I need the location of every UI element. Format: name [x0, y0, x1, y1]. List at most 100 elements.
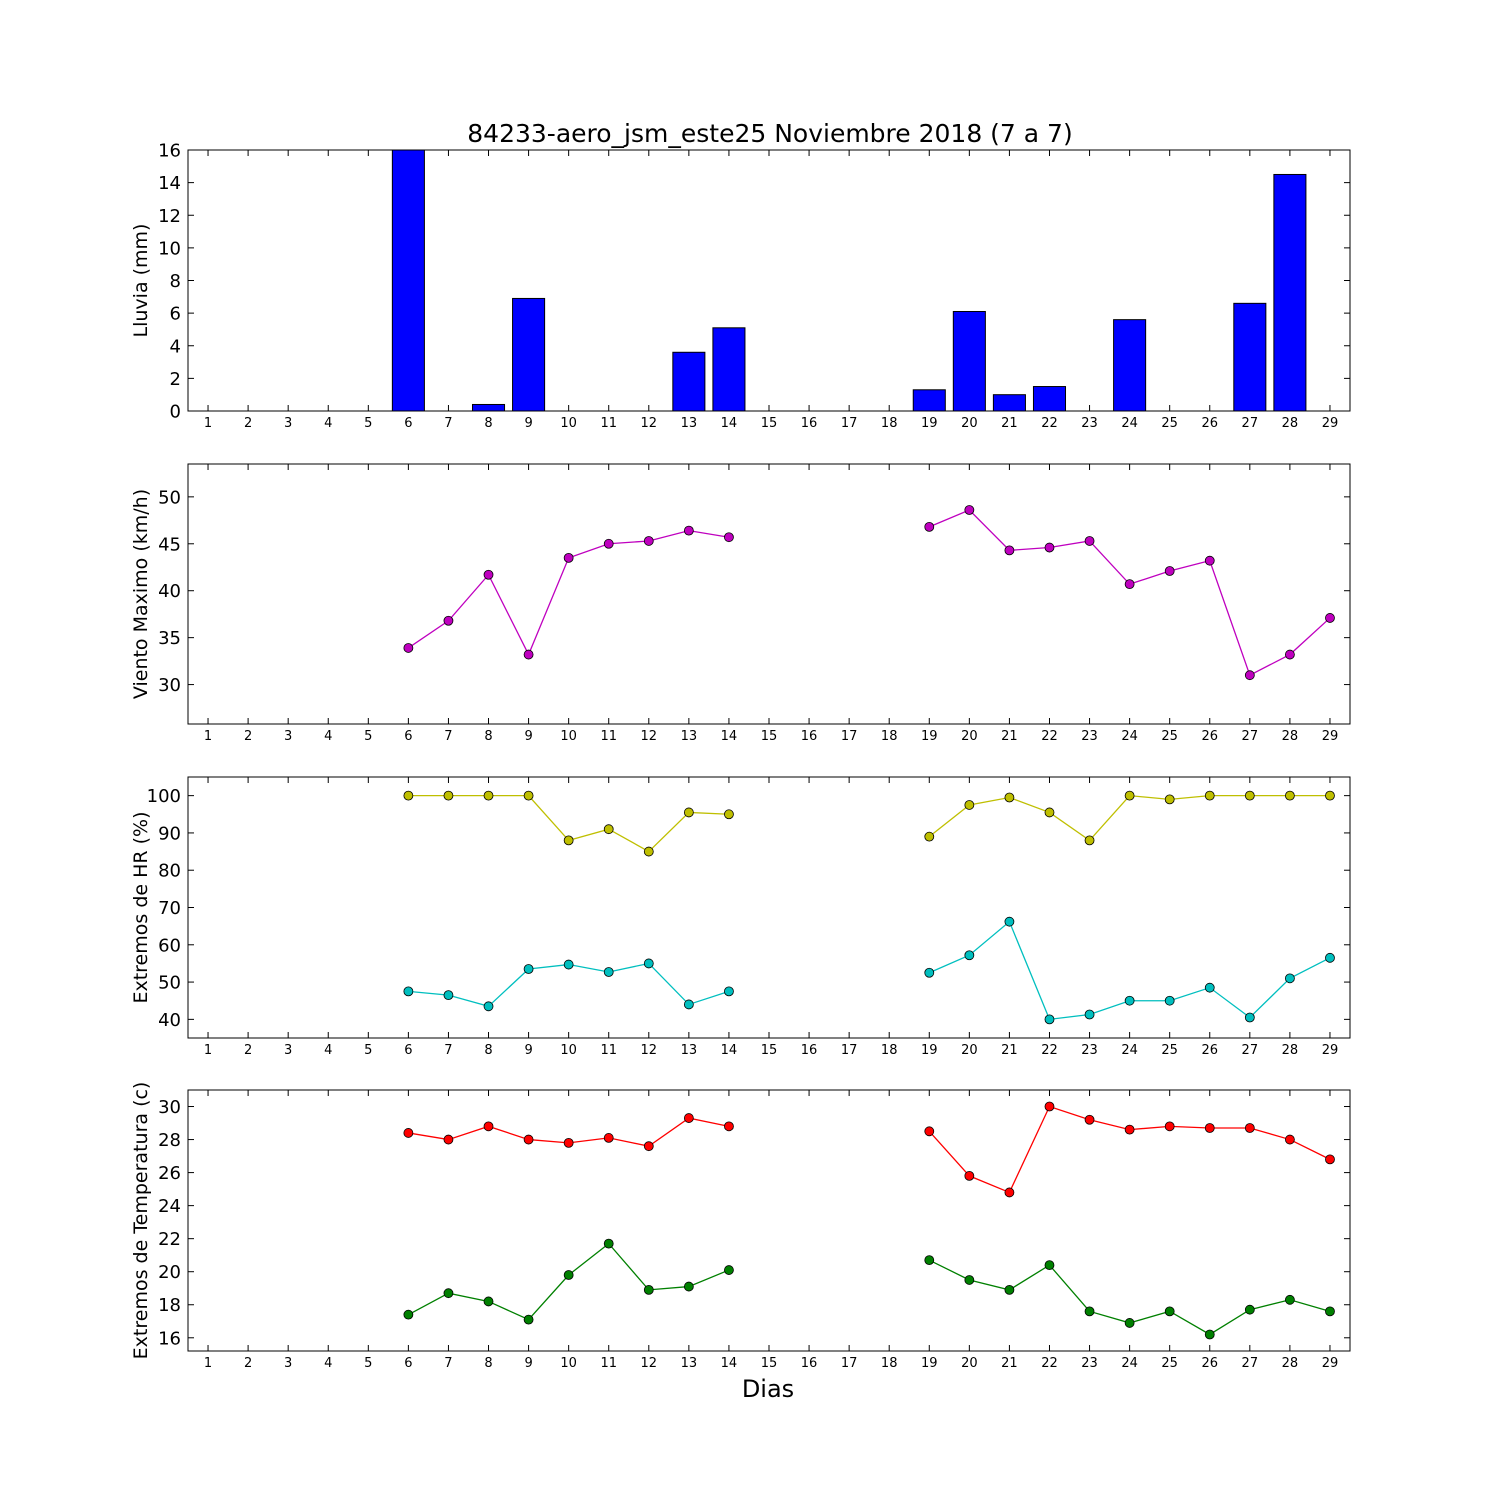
x-tick-label: 18 [881, 729, 898, 744]
x-tick-label: 23 [1081, 729, 1098, 744]
x-tick-label: 4 [324, 1356, 332, 1371]
point-hr-2-day-12 [643, 958, 654, 969]
x-tick-label: 19 [921, 1043, 938, 1058]
point-temperatura-1-day-29 [1325, 1154, 1335, 1165]
x-tick-label: 18 [881, 1043, 898, 1058]
point-temperatura-2-day-6 [403, 1309, 414, 1320]
point-hr-2-day-20 [964, 950, 975, 961]
x-tick-label: 12 [641, 1356, 658, 1371]
x-tick-label: 7 [444, 1043, 452, 1058]
x-tick-label: 10 [560, 729, 577, 744]
point-viento-1-day-13 [683, 525, 694, 536]
x-tick-label: 16 [801, 1356, 818, 1371]
bar-day-20 [952, 310, 986, 412]
point-viento-1-day-21 [1004, 545, 1015, 556]
point-temperatura-1-day-12 [643, 1141, 654, 1152]
x-tick-label: 18 [881, 1356, 898, 1371]
x-tick-label: 26 [1201, 729, 1218, 744]
x-tick-label: 9 [524, 1043, 532, 1058]
x-tick-label: 29 [1322, 729, 1339, 744]
point-temperatura-2-day-9 [523, 1314, 534, 1325]
point-temperatura-2-day-28 [1284, 1294, 1295, 1305]
x-tick-label: 15 [761, 1043, 778, 1058]
point-temperatura-2-day-26 [1204, 1329, 1215, 1340]
y-tick-label: 26 [158, 1163, 181, 1184]
x-tick-label: 13 [681, 729, 698, 744]
point-temperatura-2-day-22 [1044, 1260, 1055, 1271]
point-hr-2-day-28 [1284, 973, 1295, 984]
x-tick-label: 5 [364, 1043, 372, 1058]
x-tick-label: 1 [204, 416, 212, 431]
x-tick-label: 8 [484, 1356, 492, 1371]
x-tick-label: 25 [1161, 1043, 1178, 1058]
x-tick-label: 21 [1001, 1356, 1018, 1371]
y-axis-label-temperatura: Extremos de Temperatura (c) [130, 1082, 152, 1360]
x-tick-label: 4 [324, 729, 332, 744]
point-hr-2-day-11 [603, 967, 614, 977]
x-tick-label: 26 [1201, 1043, 1218, 1058]
point-hr-2-day-8 [483, 1001, 494, 1012]
x-tick-label: 9 [524, 729, 532, 744]
x-tick-label: 10 [560, 1356, 577, 1371]
y-tick-label: 10 [158, 238, 181, 259]
x-tick-label: 8 [484, 1043, 492, 1058]
x-tick-label: 17 [841, 416, 858, 431]
bar-day-6 [391, 149, 425, 412]
x-tick-label: 11 [600, 1356, 617, 1371]
y-tick-label: 40 [158, 1010, 181, 1031]
x-tick-label: 20 [961, 1356, 978, 1371]
y-tick-label: 90 [158, 823, 181, 844]
point-temperatura-1-day-10 [563, 1137, 574, 1148]
x-tick-label: 9 [524, 416, 532, 431]
y-tick-label: 18 [158, 1295, 181, 1316]
x-tick-label: 6 [404, 416, 412, 431]
point-viento-1-day-19 [924, 521, 935, 532]
point-temperatura-2-day-12 [643, 1284, 654, 1295]
x-tick-label: 19 [921, 729, 938, 744]
x-tick-label: 6 [404, 1043, 412, 1058]
x-tick-label: 17 [841, 729, 858, 744]
point-hr-1-day-28 [1284, 790, 1295, 801]
point-hr-1-day-20 [964, 800, 975, 810]
point-temperatura-2-day-8 [483, 1296, 494, 1307]
x-tick-label: 29 [1322, 1356, 1339, 1371]
x-tick-label: 17 [841, 1356, 858, 1371]
bar-day-28 [1273, 173, 1307, 412]
x-tick-label: 2 [244, 729, 252, 744]
point-temperatura-1-day-13 [683, 1113, 694, 1123]
x-tick-label: 21 [1001, 729, 1018, 744]
x-tick-label: 5 [364, 729, 372, 744]
point-temperatura-2-day-14 [724, 1265, 734, 1275]
point-viento-1-day-8 [483, 569, 494, 580]
x-tick-label: 8 [484, 416, 492, 431]
x-tick-label: 28 [1282, 416, 1299, 431]
point-hr-2-day-22 [1044, 1014, 1055, 1025]
x-tick-label: 14 [721, 416, 738, 431]
point-hr-1-day-19 [924, 831, 935, 842]
point-temperatura-2-day-29 [1325, 1306, 1335, 1317]
y-axis-label-viento: Viento Maximo (km/h) [130, 489, 152, 699]
x-tick-label: 20 [961, 416, 978, 431]
x-tick-label: 3 [284, 1043, 292, 1058]
point-hr-2-day-24 [1124, 995, 1135, 1006]
point-temperatura-1-day-14 [724, 1121, 734, 1132]
x-tick-label: 14 [721, 1043, 738, 1058]
point-viento-1-day-28 [1284, 649, 1295, 660]
x-tick-label: 6 [404, 729, 412, 744]
x-tick-label: 24 [1121, 729, 1138, 744]
point-viento-1-day-25 [1164, 566, 1175, 576]
x-tick-label: 16 [801, 729, 818, 744]
point-temperatura-1-day-20 [964, 1170, 975, 1181]
point-viento-1-day-23 [1084, 536, 1095, 546]
x-tick-label: 20 [961, 1043, 978, 1058]
x-tick-label: 2 [244, 1356, 252, 1371]
x-tick-label: 28 [1282, 1043, 1299, 1058]
series-line-viento-1 [408, 529, 730, 657]
point-hr-2-day-19 [924, 967, 935, 978]
x-tick-label: 19 [921, 1356, 938, 1371]
x-tick-label: 6 [404, 1356, 412, 1371]
x-tick-label: 29 [1322, 416, 1339, 431]
